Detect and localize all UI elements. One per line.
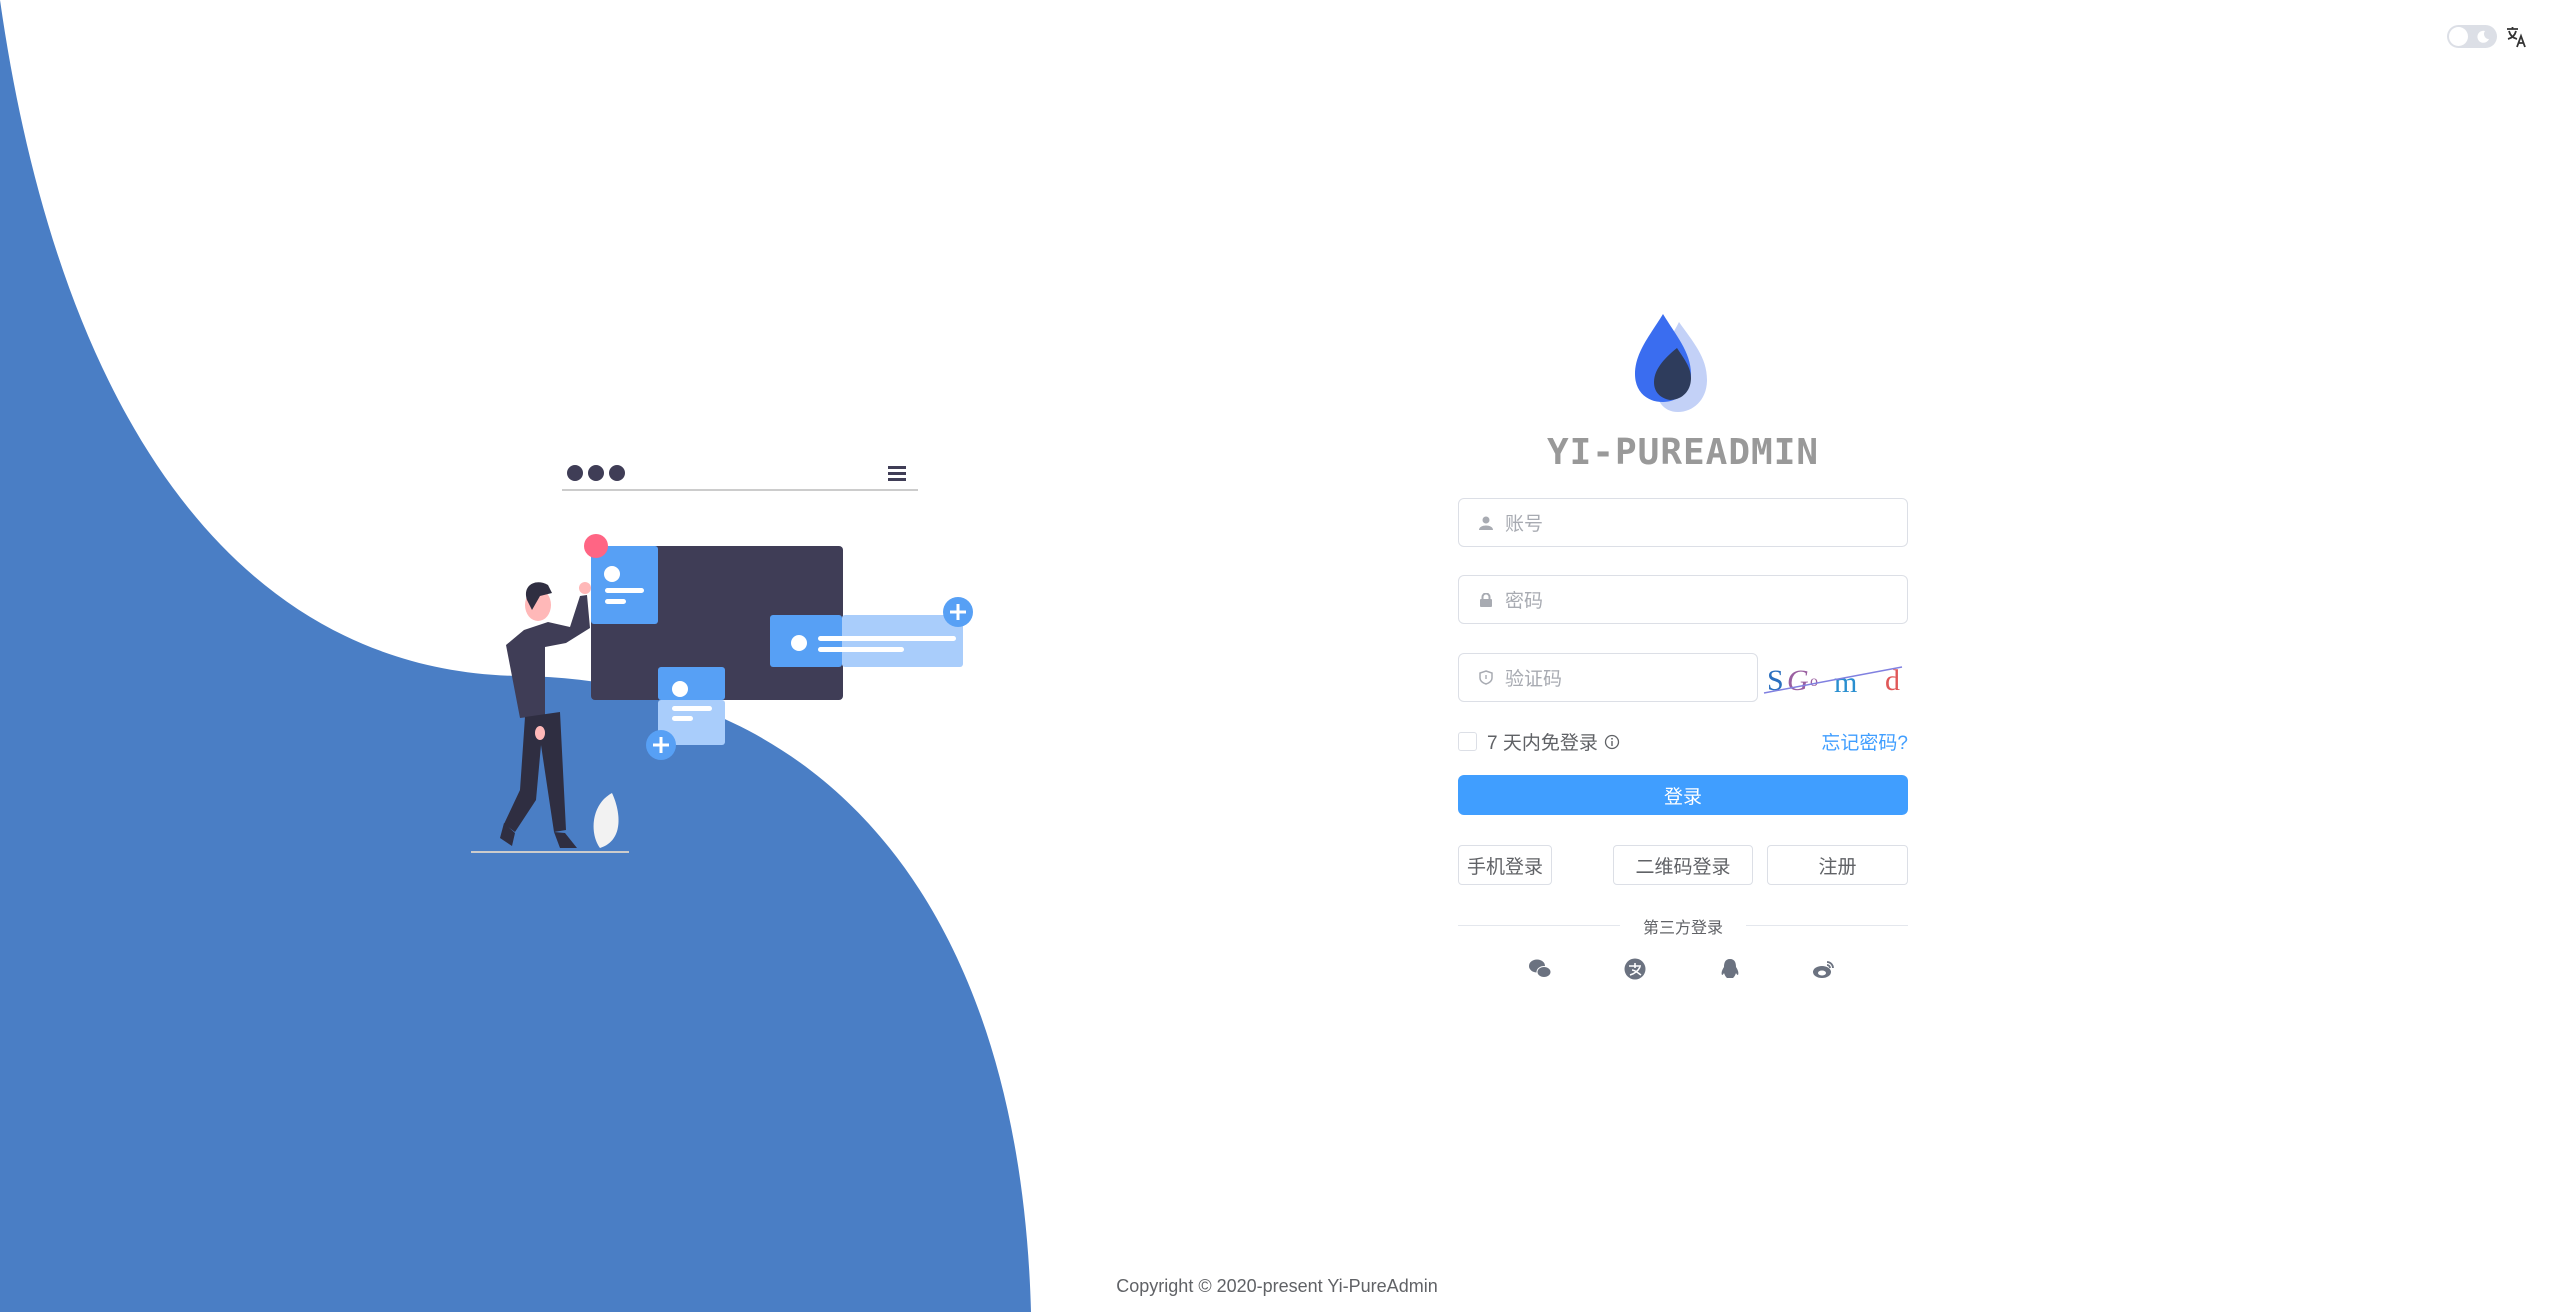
user-icon [1479, 516, 1493, 530]
dark-mode-toggle[interactable] [2447, 25, 2497, 48]
shield-icon [1479, 670, 1493, 685]
captcha-char: m [1834, 666, 1857, 699]
password-placeholder: 密码 [1505, 591, 1544, 612]
remember-label: 7 天内免登录 [1487, 733, 1598, 754]
phone-login-button[interactable]: 手机登录 [1458, 845, 1552, 885]
username-placeholder: 账号 [1505, 514, 1544, 535]
qq-icon[interactable] [1717, 956, 1743, 982]
moon-icon [2477, 30, 2489, 43]
hamburger-icon [888, 466, 906, 481]
background-wave [0, 0, 1031, 1312]
weibo-icon[interactable] [1811, 956, 1837, 982]
copyright-text: Copyright © 2020-present Yi-PureAdmin [1116, 1276, 1438, 1296]
captcha-char: S [1767, 664, 1784, 697]
person-illustration [471, 582, 629, 853]
captcha-char: G [1787, 664, 1809, 697]
captcha-image[interactable]: S G o m d [1762, 650, 1912, 706]
translate-icon[interactable] [2505, 25, 2529, 49]
register-button[interactable]: 注册 [1767, 845, 1908, 885]
brand-logo [1635, 314, 1707, 412]
info-icon[interactable] [1604, 734, 1620, 750]
forgot-password-link[interactable]: 忘记密码? [1821, 733, 1908, 754]
brand-title: YI-PUREADMIN [1546, 432, 1820, 473]
lock-icon [1480, 592, 1492, 607]
captcha-placeholder: 验证码 [1505, 669, 1563, 690]
qrcode-login-button[interactable]: 二维码登录 [1613, 845, 1753, 885]
captcha-char: d [1885, 664, 1900, 697]
alipay-icon[interactable] [1622, 956, 1648, 982]
captcha-input[interactable]: 验证码 [1458, 653, 1758, 702]
browser-illustration [562, 465, 973, 760]
remember-me[interactable]: 7 天内免登录 [1458, 728, 1620, 755]
username-input[interactable]: 账号 [1458, 498, 1908, 547]
footer: Copyright © 2020-present Yi-PureAdmin [0, 1276, 2554, 1297]
wechat-icon[interactable] [1527, 956, 1553, 982]
third-party-label: 第三方登录 [1620, 914, 1746, 938]
captcha-char: o [1810, 673, 1818, 690]
remember-checkbox[interactable] [1458, 732, 1477, 751]
login-button[interactable]: 登录 [1458, 775, 1908, 815]
password-input[interactable]: 密码 [1458, 575, 1908, 624]
